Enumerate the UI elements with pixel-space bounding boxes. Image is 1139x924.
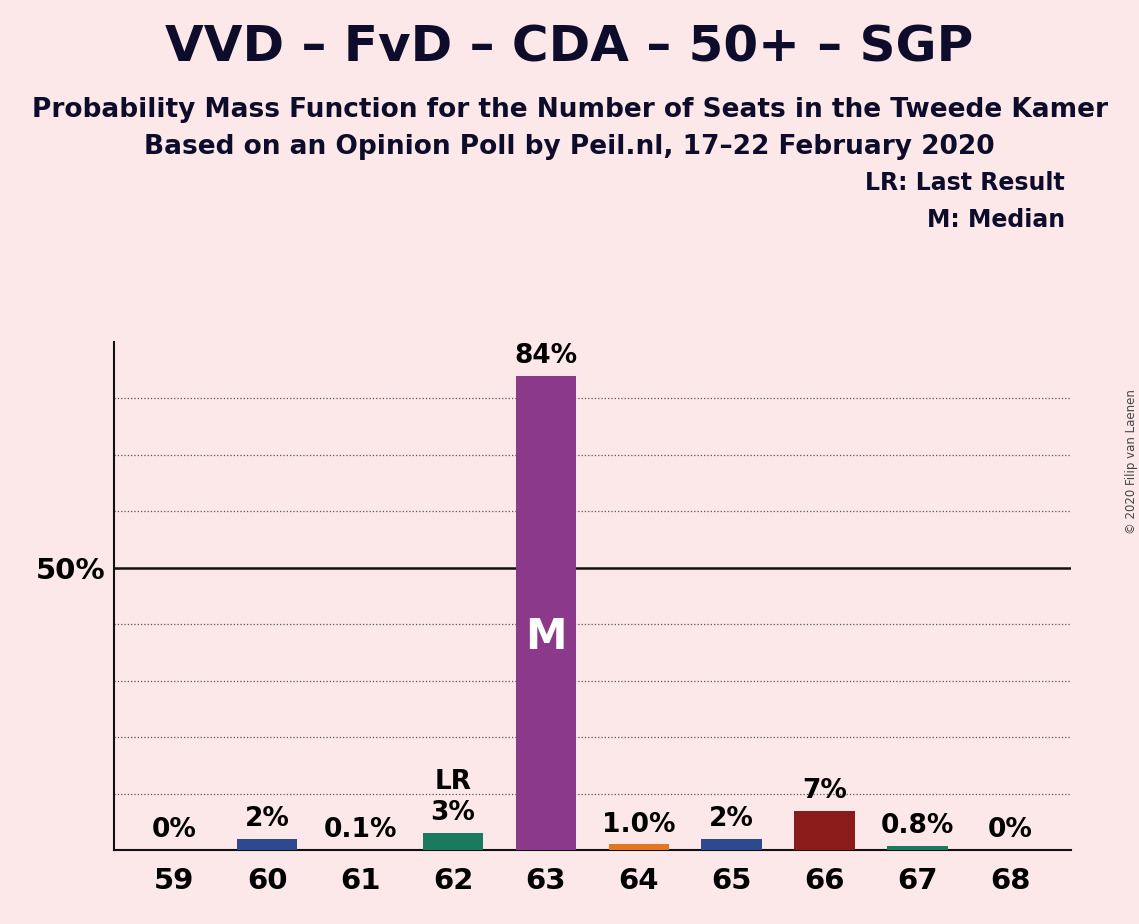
Text: 1.0%: 1.0% xyxy=(603,811,675,838)
Bar xyxy=(702,839,762,850)
Text: Based on an Opinion Poll by Peil.nl, 17–22 February 2020: Based on an Opinion Poll by Peil.nl, 17–… xyxy=(145,134,994,160)
Text: 0.1%: 0.1% xyxy=(323,818,396,844)
Bar xyxy=(516,376,576,850)
Text: 0%: 0% xyxy=(151,818,197,844)
Bar xyxy=(237,839,297,850)
Text: VVD – FvD – CDA – 50+ – SGP: VVD – FvD – CDA – 50+ – SGP xyxy=(165,23,974,71)
Text: 84%: 84% xyxy=(515,343,577,369)
Bar xyxy=(423,833,483,850)
Text: 0%: 0% xyxy=(988,818,1033,844)
Text: M: M xyxy=(525,615,566,658)
Text: Probability Mass Function for the Number of Seats in the Tweede Kamer: Probability Mass Function for the Number… xyxy=(32,97,1107,123)
Bar xyxy=(887,845,948,850)
Text: 2%: 2% xyxy=(710,806,754,832)
Text: LR: LR xyxy=(434,770,472,796)
Bar xyxy=(608,845,669,850)
Text: 7%: 7% xyxy=(802,778,847,804)
Bar xyxy=(794,810,854,850)
Text: LR: Last Result: LR: Last Result xyxy=(866,171,1065,195)
Text: © 2020 Filip van Laenen: © 2020 Filip van Laenen xyxy=(1124,390,1138,534)
Text: 3%: 3% xyxy=(431,800,475,826)
Text: 0.8%: 0.8% xyxy=(880,813,954,839)
Text: 2%: 2% xyxy=(245,806,289,832)
Text: M: Median: M: Median xyxy=(927,208,1065,232)
